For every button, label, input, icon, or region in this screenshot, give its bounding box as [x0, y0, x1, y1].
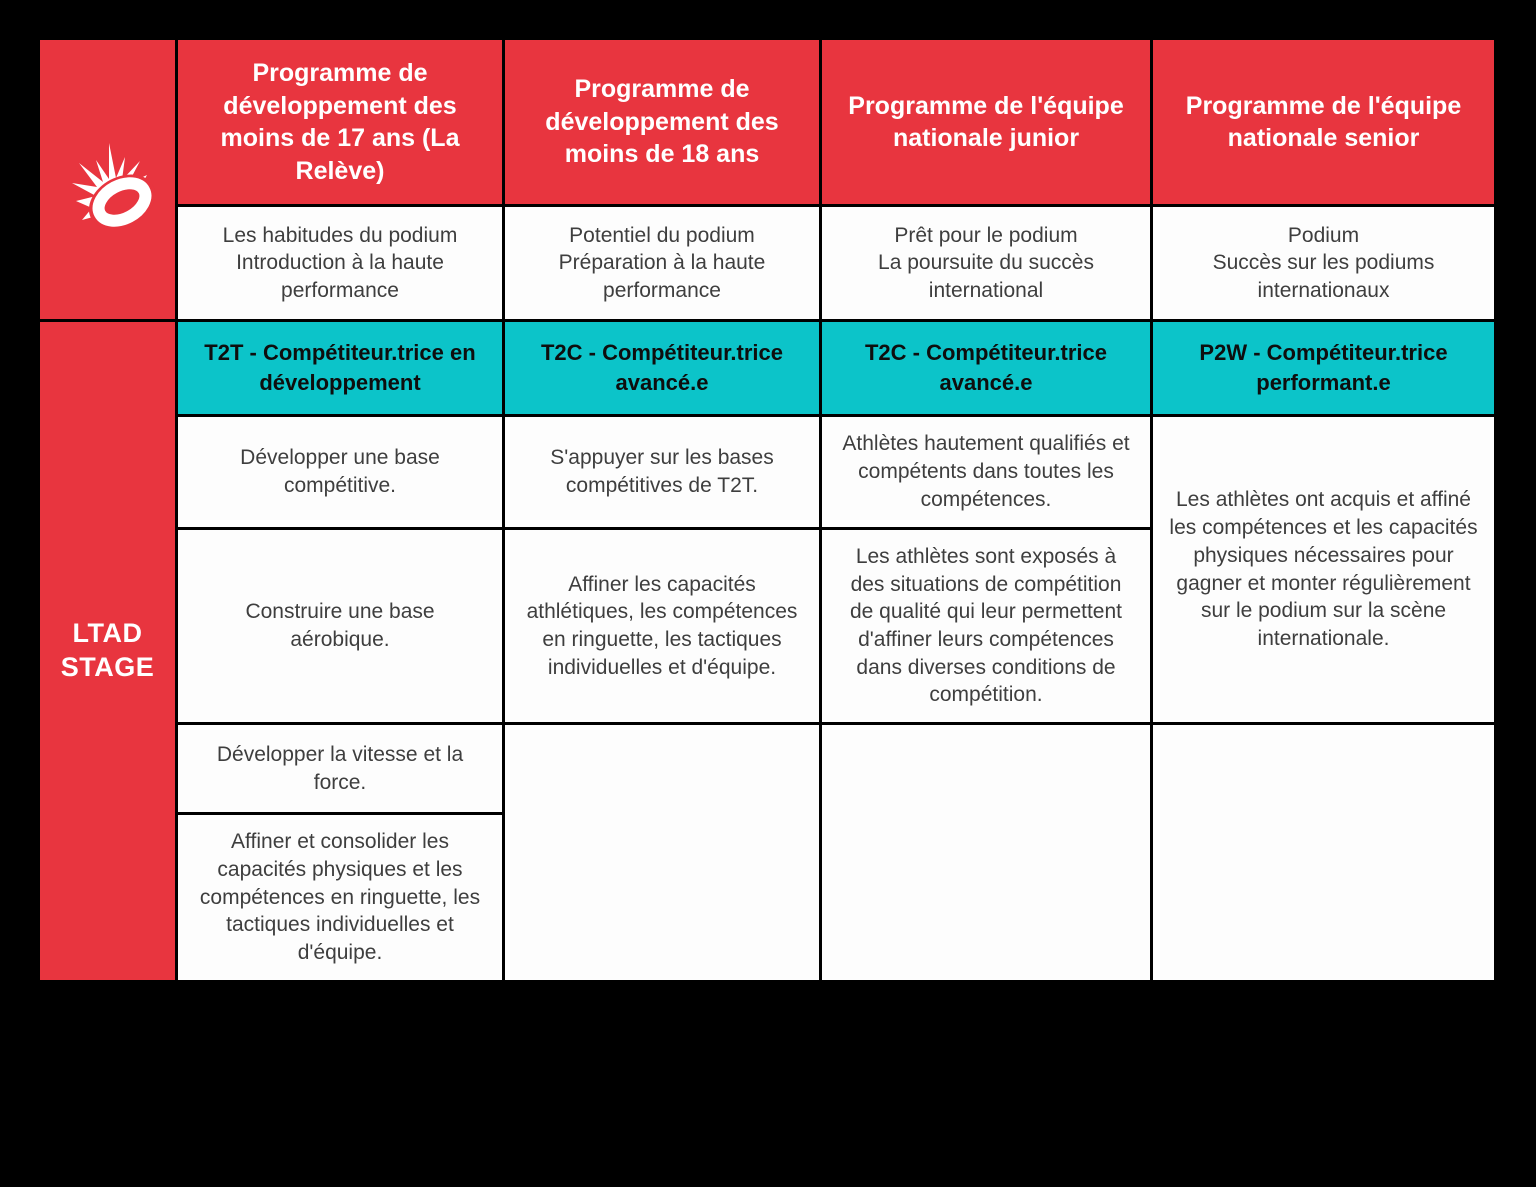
stage-t2c-1: T2C - Compétiteur.trice avancé.e	[505, 322, 819, 414]
body-cell-u17-3: Développer la vitesse et la force.	[178, 725, 502, 812]
stage-t2c-2: T2C - Compétiteur.trice avancé.e	[822, 322, 1150, 414]
sidebar-label-line2: STAGE	[60, 652, 155, 682]
body-cell-u18-1: S'appuyer sur les bases compétitives de …	[505, 417, 819, 527]
empty-cell-u18	[505, 725, 819, 980]
subheader-line: Potentiel du podium	[569, 224, 755, 248]
ltad-stage-table: Programme de développement des moins de …	[40, 40, 1494, 980]
sidebar-ltad-stage: LTAD STAGE	[40, 322, 175, 980]
empty-cell-senior	[1153, 725, 1494, 980]
column-header-u17: Programme de développement des moins de …	[178, 40, 502, 204]
column-header-junior-national: Programme de l'équipe nationale junior	[822, 40, 1150, 204]
subheader-line: La poursuite du succès international	[878, 251, 1094, 302]
subheader-line: Introduction à la haute performance	[236, 251, 444, 302]
ringette-canada-logo-icon	[71, 142, 155, 230]
subheader-line: Prêt pour le podium	[894, 224, 1078, 248]
body-cell-junior-1: Athlètes hautement qualifiés et compéten…	[822, 417, 1150, 527]
empty-cell-junior	[822, 725, 1150, 980]
body-cell-senior-1: Les athlètes ont acquis et affiné les co…	[1153, 417, 1494, 722]
column-header-senior-national: Programme de l'équipe nationale senior	[1153, 40, 1494, 204]
subheader-line: Podium	[1287, 224, 1360, 248]
subheader-u17: Les habitudes du podium Introduction à l…	[178, 207, 502, 319]
subheader-line: Succès sur les podiums internationaux	[1212, 251, 1435, 302]
subheader-junior-national: Prêt pour le podium La poursuite du succ…	[822, 207, 1150, 319]
stage-t2t: T2T - Compétiteur.trice en développement	[178, 322, 502, 414]
body-cell-u17-1: Développer une base compétitive.	[178, 417, 502, 527]
body-cell-u18-2: Affiner les capacités athlétiques, les c…	[505, 530, 819, 722]
body-cell-junior-2: Les athlètes sont exposés à des situatio…	[822, 530, 1150, 722]
subheader-line: Préparation à la haute performance	[558, 251, 766, 302]
stage-p2w: P2W - Compétiteur.trice performant.e	[1153, 322, 1494, 414]
sidebar-label-line1: LTAD	[72, 618, 143, 649]
logo-cell	[40, 40, 175, 319]
subheader-u18: Potentiel du podium Préparation à la hau…	[505, 207, 819, 319]
body-cell-u17-2: Construire une base aérobique.	[178, 530, 502, 722]
ringette-ring	[92, 176, 151, 227]
column-header-u18: Programme de développement des moins de …	[505, 40, 819, 204]
subheader-senior-national: Podium Succès sur les podiums internatio…	[1153, 207, 1494, 319]
subheader-line: Les habitudes du podium	[222, 224, 458, 248]
body-cell-u17-4: Affiner et consolider les capacités phys…	[178, 815, 502, 980]
